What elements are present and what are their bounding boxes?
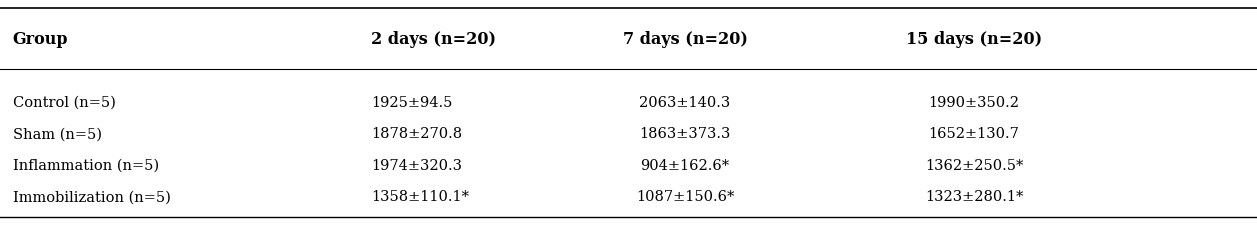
Text: Sham (n=5): Sham (n=5) bbox=[13, 127, 102, 141]
Text: 1863±373.3: 1863±373.3 bbox=[640, 127, 730, 141]
Text: 2063±140.3: 2063±140.3 bbox=[640, 96, 730, 110]
Text: 15 days (n=20): 15 days (n=20) bbox=[906, 31, 1042, 48]
Text: 2 days (n=20): 2 days (n=20) bbox=[371, 31, 495, 48]
Text: 1925±94.5: 1925±94.5 bbox=[371, 96, 453, 110]
Text: 1878±270.8: 1878±270.8 bbox=[371, 127, 461, 141]
Text: Immobilization (n=5): Immobilization (n=5) bbox=[13, 190, 171, 204]
Text: 1652±130.7: 1652±130.7 bbox=[929, 127, 1019, 141]
Text: 1974±320.3: 1974±320.3 bbox=[371, 159, 461, 173]
Text: Control (n=5): Control (n=5) bbox=[13, 96, 116, 110]
Text: 1323±280.1*: 1323±280.1* bbox=[925, 190, 1023, 204]
Text: 7 days (n=20): 7 days (n=20) bbox=[622, 31, 748, 48]
Text: Group: Group bbox=[13, 31, 68, 48]
Text: 1362±250.5*: 1362±250.5* bbox=[925, 159, 1023, 173]
Text: 1087±150.6*: 1087±150.6* bbox=[636, 190, 734, 204]
Text: 1990±350.2: 1990±350.2 bbox=[929, 96, 1019, 110]
Text: 904±162.6*: 904±162.6* bbox=[641, 159, 729, 173]
Text: 1358±110.1*: 1358±110.1* bbox=[371, 190, 469, 204]
Text: Inflammation (n=5): Inflammation (n=5) bbox=[13, 159, 158, 173]
